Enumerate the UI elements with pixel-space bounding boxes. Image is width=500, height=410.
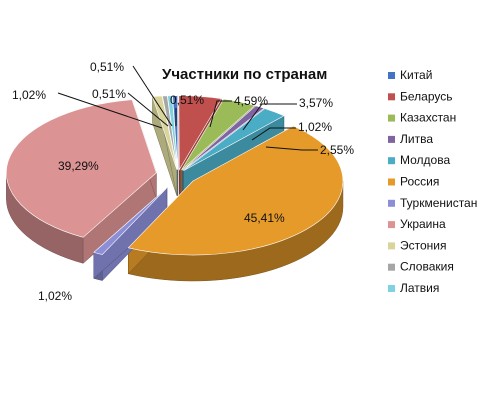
- pie-slices: [6, 95, 344, 256]
- leader-line-2: [209, 100, 232, 128]
- legend-label-4: Литва: [400, 132, 433, 146]
- legend-label-8: Украина: [400, 217, 446, 231]
- legend-swatch-11: [388, 285, 395, 292]
- slice-8: [6, 99, 157, 238]
- legend-label-5: Молдова: [400, 153, 450, 167]
- legend-label-10: Словакия: [400, 260, 454, 274]
- leader-line-3: [242, 103, 297, 131]
- leader-line-10: [127, 92, 169, 127]
- data-label-10: 0,51%: [92, 87, 126, 101]
- chart-title: Участники по странам: [162, 66, 327, 83]
- slice-6: [127, 125, 344, 256]
- slice-11: [167, 95, 178, 170]
- legend-swatch-7: [388, 199, 395, 207]
- data-label-11: 0,51%: [90, 60, 124, 74]
- legend-label-1: Китай: [400, 68, 432, 82]
- legend-swatch-1: [388, 72, 395, 79]
- legend-swatch-10: [388, 263, 395, 271]
- legend: Китай Беларусь Казахстан Литва Молдова Россия…: [388, 68, 477, 295]
- data-label-6: 45,41%: [244, 211, 285, 225]
- leader-line-5: [265, 146, 318, 151]
- legend-swatch-6: [388, 178, 395, 186]
- leader-line-4: [251, 127, 296, 141]
- leader-line-11: [132, 65, 173, 127]
- data-label-4: 1,02%: [298, 120, 332, 134]
- data-label-7: 1,02%: [38, 289, 72, 303]
- leader-lines: [57, 65, 318, 151]
- legend-label-6: Россия: [400, 175, 439, 189]
- leader-line-9: [57, 92, 163, 129]
- legend-swatch-3: [388, 114, 395, 122]
- legend-swatch-8: [388, 221, 395, 229]
- slice-3: [181, 98, 256, 171]
- slice-7: [93, 187, 168, 255]
- legend-swatch-4: [388, 135, 395, 143]
- legend-swatch-2: [388, 93, 395, 101]
- data-label-1: 0,51%: [170, 93, 204, 107]
- slice-2: [178, 95, 223, 171]
- data-label-8: 39,29%: [58, 159, 99, 173]
- legend-label-11: Латвия: [400, 281, 439, 295]
- legend-label-7: Туркменистан: [400, 196, 477, 210]
- data-labels: 0,51% 4,59% 3,57% 1,02% 2,55% 45,41% 1,02% 39,2…: [12, 60, 354, 303]
- data-label-3: 3,57%: [299, 96, 333, 110]
- slice-5: [183, 108, 285, 171]
- data-label-2: 4,59%: [234, 94, 268, 108]
- legend-label-2: Беларусь: [400, 89, 452, 103]
- legend-label-9: Эстония: [400, 238, 447, 252]
- legend-swatch-9: [388, 242, 395, 250]
- data-label-5: 2,55%: [320, 143, 354, 157]
- legend-swatch-5: [388, 157, 395, 165]
- data-label-9: 1,02%: [12, 88, 46, 102]
- legend-label-3: Казахстан: [400, 111, 456, 125]
